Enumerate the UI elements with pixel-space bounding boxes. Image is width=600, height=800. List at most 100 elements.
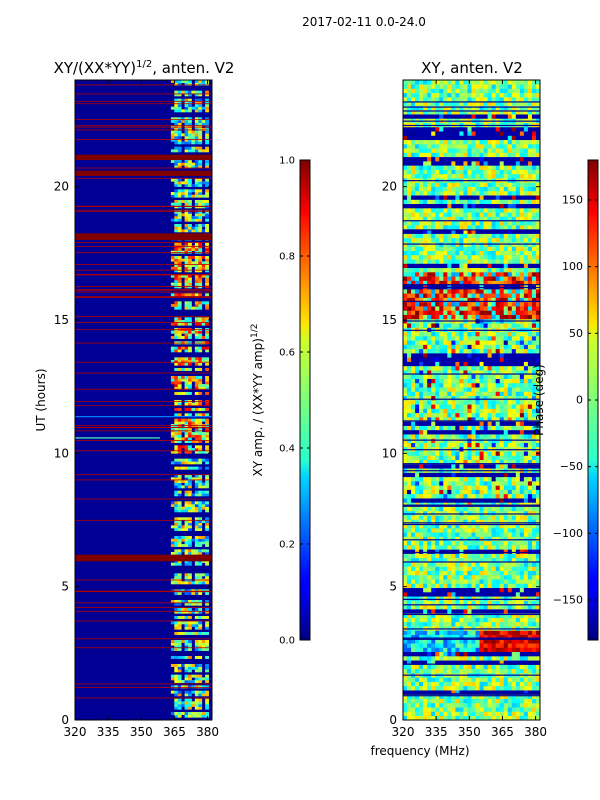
phase-cell [423,485,428,490]
phase-cell [531,348,537,354]
amplitude-cell [181,445,185,449]
phase-cell [487,498,493,503]
phase-cell [435,472,440,478]
phase-cell [463,702,468,708]
amplitude-cell [194,202,199,206]
phase-cell [455,638,460,644]
amplitude-cell [198,360,203,363]
phase-cell [499,459,505,465]
phase-cell [403,536,408,542]
phase-cell [471,314,476,320]
amplitude-cell [188,674,192,678]
phase-cell [415,408,420,414]
phase-cell [527,289,533,294]
phase-cell [487,365,493,371]
phase-cell [463,638,468,644]
phase-cell [511,387,517,392]
amplitude-cell [177,413,182,417]
amplitude-cell [194,218,199,222]
phase-cell [443,476,448,482]
phase-cell [435,574,440,580]
phase-cell [427,677,432,682]
phase-cell [535,702,541,708]
amplitude-cell [174,602,179,606]
amplitude-cell [191,136,196,139]
phase-cell [427,570,432,576]
phase-cell [415,323,420,328]
phase-cell [515,348,521,354]
phase-cell [499,506,505,512]
phase-cell [435,592,440,597]
phase-cell [411,434,416,439]
phase-cell [467,301,472,307]
phase-cell [403,429,408,435]
phase-cell [475,361,480,367]
amplitude-cell [201,434,206,438]
phase-cell [503,412,509,418]
phase-cell [511,451,517,456]
amplitude-cell [177,616,182,619]
amplitude-cell [177,184,182,187]
phase-cell [467,378,472,384]
phase-cell [459,370,464,375]
amplitude-cell [188,218,192,222]
phase-cell [511,621,517,627]
phase-cell [487,506,493,512]
phase-cell [419,630,424,635]
amplitude-cell [191,256,196,259]
phase-cell [471,344,476,350]
phase-cell [419,421,424,426]
amplitude-cell [184,581,189,585]
phase-cell [403,297,408,303]
amplitude-cell [198,160,203,163]
amplitude-cell [177,106,182,110]
amplitude-cell [191,440,196,443]
amplitude-cell [194,184,199,187]
amplitude-cell [205,701,209,705]
phase-cell [443,690,448,695]
phase-cell [435,557,440,563]
phase-cell [535,566,541,571]
phase-cell [411,510,416,516]
phase-cell [527,434,533,439]
phase-cell [431,515,436,520]
phase-cell [435,442,440,448]
amplitude-cell [194,104,199,107]
phase-cell [411,694,416,699]
amplitude-cell [198,549,203,553]
amplitude-cell [188,133,192,137]
amplitude-cell [184,248,189,251]
phase-cell [527,348,533,354]
phase-cell [519,592,525,597]
amplitude-cell [174,362,179,366]
phase-cell [431,344,436,350]
phase-cell [491,297,497,303]
phase-cell [443,289,448,294]
amplitude-cell [188,458,192,462]
phase-cell [447,660,452,665]
phase-cell [511,583,517,589]
phase-cell [483,698,489,704]
phase-cell [515,638,521,644]
phase-cell [527,711,533,717]
phase-cell [511,609,517,614]
amplitude-cell [198,666,203,670]
phase-cell [459,596,464,601]
phase-cell [475,592,480,597]
amplitude-cell [201,274,206,278]
amplitude-cell [177,256,182,259]
phase-cell [455,336,460,341]
phase-cell [427,331,432,337]
phase-cell [455,613,460,618]
phase-cell [415,690,420,695]
amplitude-cell [181,258,185,262]
phase-cell [487,651,493,657]
amplitude-cell [205,450,209,454]
amplitude-cell [188,130,192,134]
phase-cell [423,293,428,298]
phase-cell [431,557,436,563]
phase-cell [491,656,497,661]
amplitude-cell [201,82,206,86]
phase-cell [495,707,501,712]
phase-cell [439,630,444,635]
